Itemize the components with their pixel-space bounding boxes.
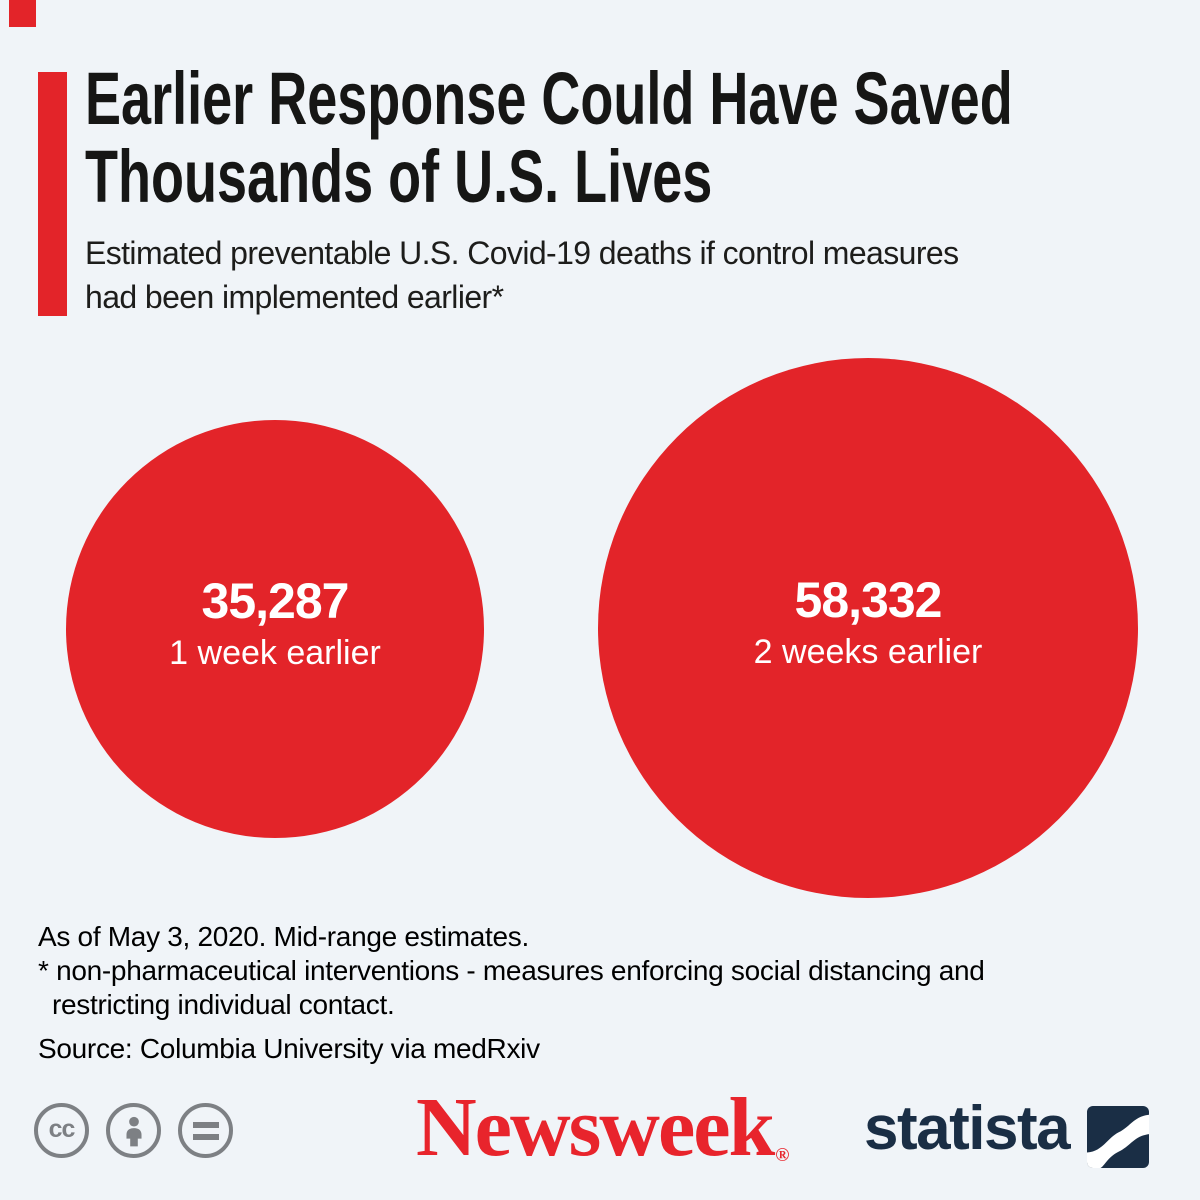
bubble-2-weeks: 58,332 2 weeks earlier: [598, 358, 1138, 898]
footnote-asterisk: * non-pharmaceutical interventions - mea…: [38, 955, 985, 986]
statista-logo-text: statista: [864, 1094, 1071, 1163]
newsweek-logo-text: Newsweek: [416, 1081, 775, 1174]
bubble-2-weeks-text: 58,332 2 weeks earlier: [754, 573, 983, 672]
cc-attribution-person-icon: [106, 1103, 161, 1158]
cc-license-icons: cc: [34, 1103, 233, 1158]
subtitle-line-1: Estimated preventable U.S. Covid-19 deat…: [85, 235, 959, 271]
corner-accent-mark: [9, 0, 36, 27]
cc-icon: cc: [34, 1103, 89, 1158]
page-title: Earlier Response Could Have Saved Thousa…: [85, 60, 1200, 216]
bubble-2-weeks-label: 2 weeks earlier: [753, 632, 983, 671]
page-subtitle: Estimated preventable U.S. Covid-19 deat…: [85, 231, 959, 319]
source-line: Source: Columbia University via medRxiv: [38, 1033, 540, 1064]
registered-mark-icon: ®: [775, 1145, 790, 1166]
bubble-2-weeks-value: 58,332: [794, 571, 943, 628]
subtitle-line-2: had been implemented earlier*: [85, 279, 504, 315]
equals-glyph: [192, 1121, 219, 1140]
cc-icon-letters: cc: [48, 1115, 76, 1143]
bubble-1-week-label: 1 week earlier: [169, 633, 381, 672]
newsweek-logo: Newsweek ®: [416, 1086, 789, 1198]
bubble-1-week: 35,287 1 week earlier: [66, 420, 484, 838]
bubble-1-week-text: 35,287 1 week earlier: [169, 574, 381, 673]
footnotes: As of May 3, 2020. Mid-range estimates. …: [38, 920, 985, 1066]
statista-logo: statista: [864, 1094, 1150, 1168]
footnote-asterisk-cont: restricting individual contact.: [52, 989, 395, 1020]
title-accent-bar: [38, 72, 67, 316]
footnote-date: As of May 3, 2020. Mid-range estimates.: [38, 921, 529, 952]
title-line-1: Earlier Response Could Have Saved: [85, 57, 1013, 140]
cc-equals-icon: [178, 1103, 233, 1158]
title-line-2: Thousands of U.S. Lives: [85, 135, 713, 218]
statista-logo-mark-icon: [1087, 1106, 1150, 1168]
bubble-1-week-value: 35,287: [201, 572, 350, 629]
